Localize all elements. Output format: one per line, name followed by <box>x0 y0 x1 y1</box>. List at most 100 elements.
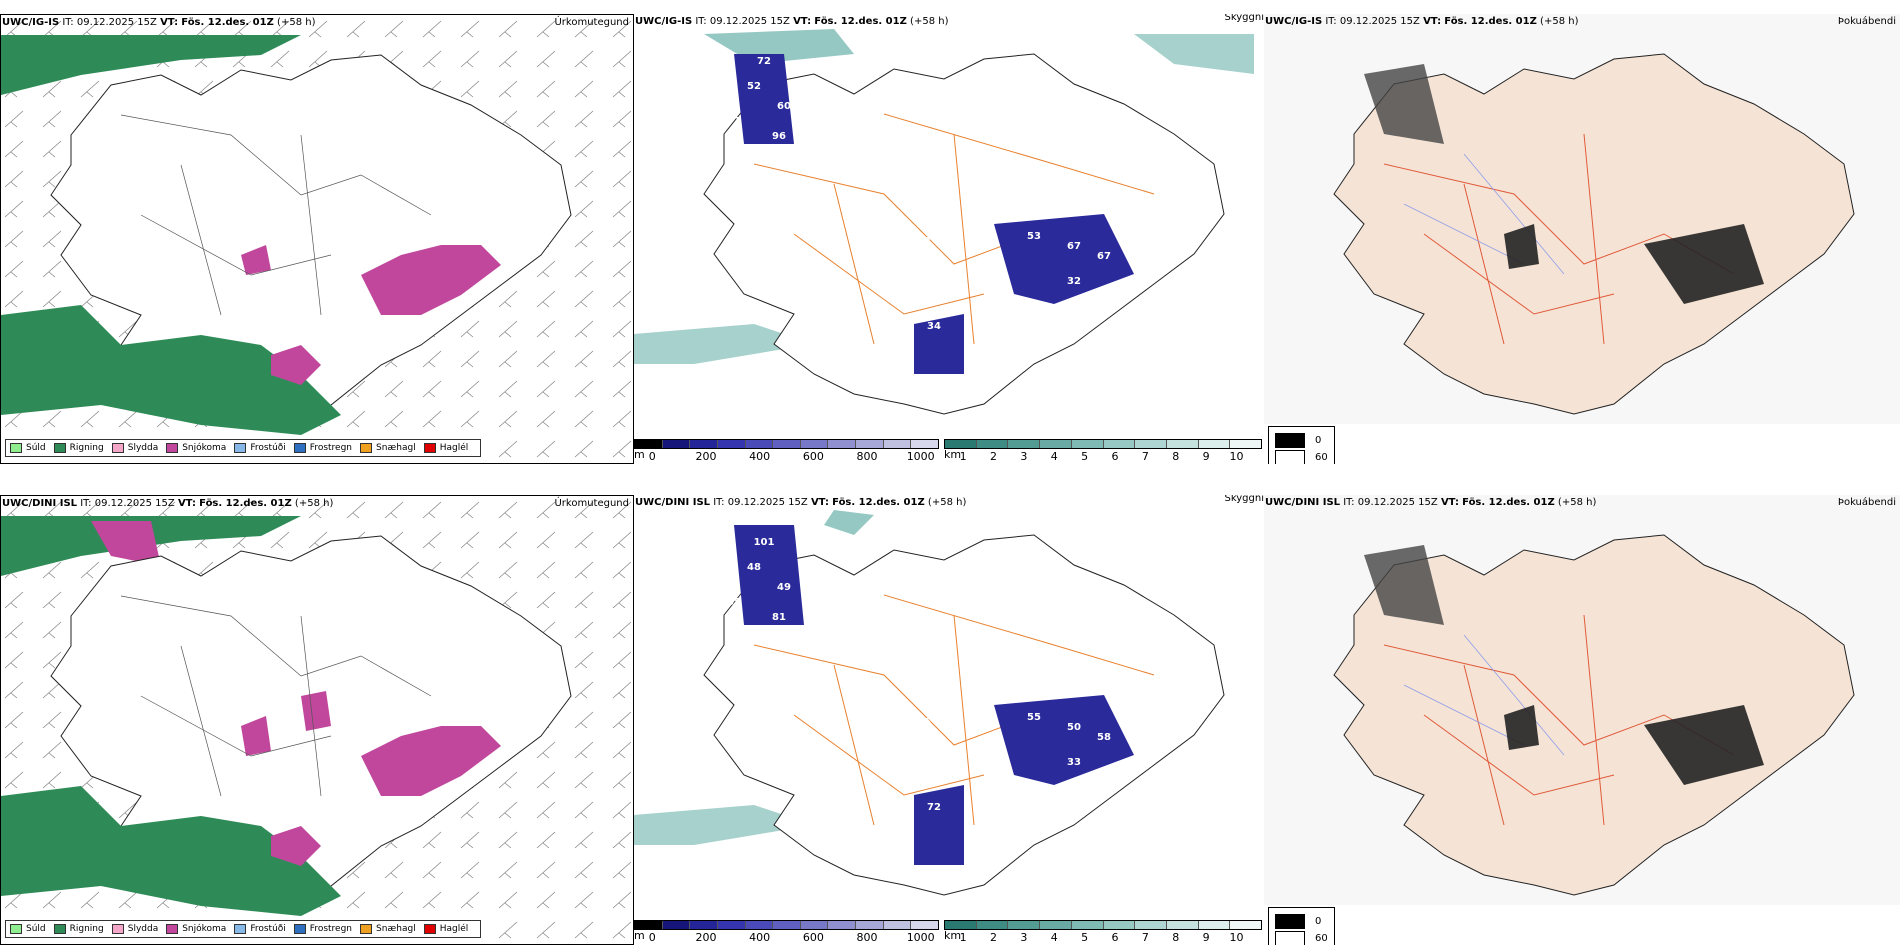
colorbar-swatch <box>1071 921 1104 929</box>
colorbar-swatch <box>883 440 912 448</box>
colorbar-swatch <box>773 921 801 929</box>
colorbar-swatch <box>828 921 857 929</box>
colorbar-tick: 400 <box>749 450 771 463</box>
colorbar-swatch <box>800 440 829 448</box>
colorbar-tick: 6 <box>1111 931 1119 944</box>
colorbar-tick: 10 <box>1229 931 1244 944</box>
colorbar-swatch <box>1040 440 1072 448</box>
visibility-value-label: 86 <box>837 577 851 588</box>
visibility-value-label: 61 <box>877 206 891 217</box>
visibility-value-label: 68 <box>842 196 856 207</box>
visibility-value-label: 63 <box>1012 687 1026 698</box>
colorbar-tick: 400 <box>749 931 771 944</box>
colorbar-m-bar <box>634 439 939 449</box>
legend-swatch <box>166 924 179 934</box>
colorbar-swatch <box>773 440 801 448</box>
visibility-value-label: 49 <box>777 582 791 593</box>
colorbar-tick: 6 <box>1111 450 1119 463</box>
legend-item: Súld <box>10 443 46 453</box>
colorbar-swatch <box>1198 440 1231 448</box>
colorbar-swatch <box>945 440 977 448</box>
visibility-labels: 101 48 49 49 68 81 86 24 100 57 74 63 41 54 55 50 58 33 29… <box>722 537 1131 858</box>
legend-swatch <box>423 924 436 934</box>
visibility-value-label: 53 <box>1027 231 1041 242</box>
precip-panel-top: UWC/IG-IS IT: 09.12.2025 15Z VT: Fös. 12… <box>0 14 634 464</box>
visibility-value-label: 77 <box>727 116 741 127</box>
colorbar-tick: 5 <box>1081 450 1089 463</box>
colorbar-swatch <box>635 440 663 448</box>
visibility-value-label: 28 <box>957 121 971 132</box>
legend-swatch <box>234 924 247 934</box>
colorbar-tick: 4 <box>1050 450 1058 463</box>
fog-legend: 0 60 <box>1268 426 1335 464</box>
visibility-value-label: 32 <box>1067 276 1081 287</box>
visibility-value-label: 98 <box>917 236 931 247</box>
fog-legend-item: 0 <box>1275 433 1328 448</box>
colorbar-swatch <box>911 921 939 929</box>
colorbar-km-unit: km <box>944 448 962 461</box>
visibility-value-label: 74 <box>877 687 891 698</box>
visibility-value-label: 68 <box>727 597 741 608</box>
colorbar-swatch <box>690 440 718 448</box>
visibility-value-label: 20 <box>1047 201 1061 212</box>
colorbar-tick: 3 <box>1020 931 1028 944</box>
colorbar-swatch <box>662 440 691 448</box>
visibility-panel-top: UWC/IG-IS IT: 09.12.2025 15Z VT: Fös. 12… <box>634 14 1264 464</box>
colorbar-tick: 2 <box>989 931 997 944</box>
colorbar-tick: 600 <box>802 931 824 944</box>
panel-header: UWC/DINI ISL IT: 09.12.2025 15Z VT: Fös.… <box>2 498 334 509</box>
colorbar-tick: 0 <box>648 931 656 944</box>
legend-item: Frostúði <box>234 924 286 934</box>
colorbar-tick: 10 <box>1229 450 1244 463</box>
legend-swatch <box>10 443 22 453</box>
colorbar-tick: 8 <box>1172 450 1180 463</box>
legend-item: Frostregn <box>293 443 352 453</box>
panel-type-label: Úrkomutegund <box>554 17 629 28</box>
legend-item: Frostúði <box>234 443 286 453</box>
visibility-value-label: 57 <box>897 667 911 678</box>
legend-item: Snjókoma <box>166 443 226 453</box>
colorbar-swatch <box>1166 440 1199 448</box>
panel-type-label: Úrkomutegund <box>554 498 629 509</box>
colorbar-km-ticks: 1 2 3 4 5 6 7 8 9 10 <box>944 930 1262 944</box>
fog-panel-top: UWC/IG-IS IT: 09.12.2025 15Z VT: Fös. 12… <box>1264 14 1900 464</box>
colorbar-tick: 4 <box>1050 931 1058 944</box>
colorbar-swatch <box>1135 440 1167 448</box>
visibility-value-label: 58 <box>1097 732 1111 743</box>
fog-legend-swatch <box>1275 450 1305 464</box>
visibility-value-label: 81 <box>772 612 786 623</box>
fog-map <box>1264 495 1900 905</box>
visibility-value-label: 67 <box>1067 241 1081 252</box>
colorbar-km-bar <box>944 920 1262 930</box>
colorbar-swatch <box>1040 921 1072 929</box>
visibility-value-label: 121 <box>944 286 965 297</box>
visibility-value-label: 101 <box>754 537 775 548</box>
visibility-value-label: 48 <box>747 562 761 573</box>
visibility-value-label: 34 <box>927 321 941 332</box>
colorbar-tick: 800 <box>856 931 878 944</box>
panel-type-label: Skyggni <box>1224 495 1264 504</box>
legend-item: Snæhagl <box>360 443 416 453</box>
legend-swatch <box>111 443 124 453</box>
visibility-value-label: 33 <box>1067 757 1081 768</box>
panel-header: UWC/DINI ISL IT: 09.12.2025 15Z VT: Fös.… <box>1265 497 1597 508</box>
colorbar-swatch <box>1071 440 1104 448</box>
colorbar-swatch <box>1198 921 1231 929</box>
visibility-value-label: 52 <box>747 81 761 92</box>
legend-swatch <box>53 443 66 453</box>
colorbar-swatch <box>1103 440 1136 448</box>
colorbar-swatch <box>976 440 1009 448</box>
colorbar-swatch <box>1166 921 1199 929</box>
panel-header: UWC/IG-IS IT: 09.12.2025 15Z VT: Fös. 12… <box>2 17 316 28</box>
visibility-map: 101 48 49 49 68 81 86 24 100 57 74 63 41 54 55 50 58 33 29… <box>634 510 1225 896</box>
colorbar-km-ticks: 1 2 3 4 5 6 7 8 9 10 <box>944 449 1262 463</box>
visibility-value-label: 385 <box>1009 206 1030 217</box>
legend-item: Rigning <box>53 443 104 453</box>
visibility-value-label: 54 <box>827 787 841 798</box>
visibility-value-label: 87 <box>1117 191 1131 202</box>
colorbar-km-unit: km <box>944 929 962 942</box>
colorbar-tick: 2 <box>989 450 997 463</box>
panel-header: UWC/IG-IS IT: 09.12.2025 15Z VT: Fös. 12… <box>1265 16 1579 27</box>
visibility-value-label: 53 <box>887 847 901 858</box>
colorbar-swatch <box>976 921 1009 929</box>
